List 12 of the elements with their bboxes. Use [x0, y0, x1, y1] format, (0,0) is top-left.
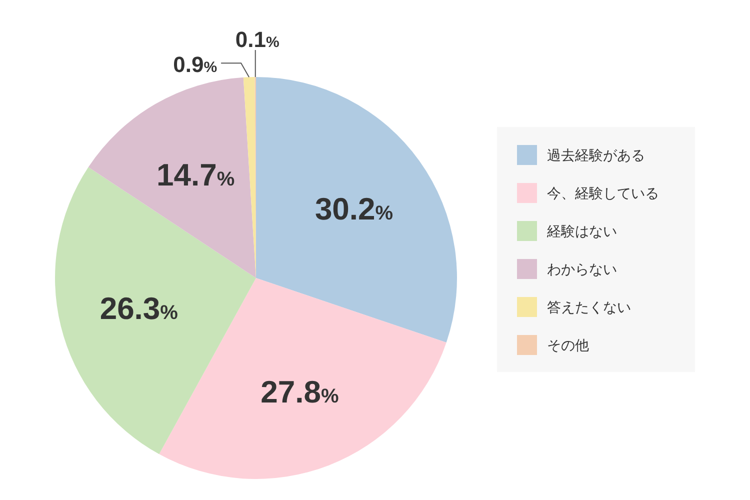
legend-label: 今、経験している: [547, 185, 659, 201]
legend-label: わからない: [547, 261, 617, 277]
data-label: 14.7%: [156, 158, 235, 193]
data-label: 27.8%: [260, 374, 339, 410]
legend-label: 経験はない: [546, 223, 617, 239]
legend-label: 答えたくない: [547, 299, 631, 315]
legend-label: 過去経験がある: [547, 147, 645, 163]
legend-label: その他: [547, 337, 589, 353]
data-label: 26.3%: [100, 290, 178, 326]
data-label: 30.2%: [314, 192, 394, 227]
data-label: 0.1%: [235, 27, 280, 52]
data-label: 0.9%: [173, 52, 218, 78]
